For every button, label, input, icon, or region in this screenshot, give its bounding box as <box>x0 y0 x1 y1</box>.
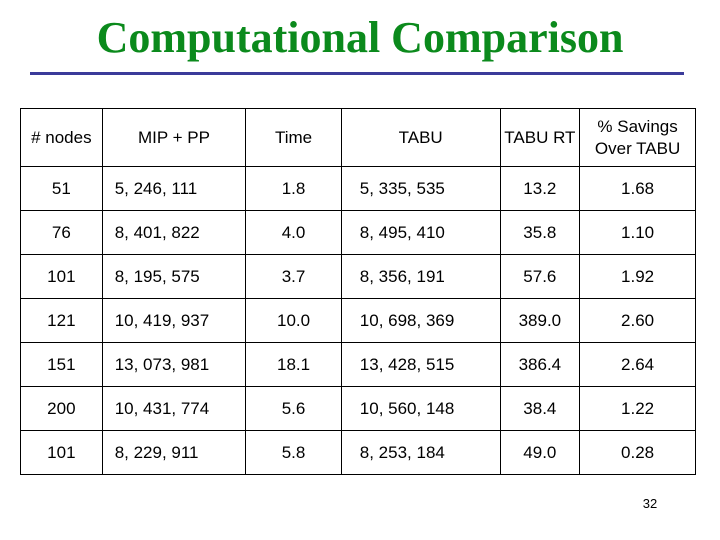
cell-mip-pp: 5, 246, 111 <box>101 166 247 211</box>
cell-tabu-rt: 386.4 <box>499 342 581 387</box>
cell-tabu: 8, 356, 191 <box>340 254 501 299</box>
cell-time: 10.0 <box>245 298 342 343</box>
table-row: 76 8, 401, 822 4.0 8, 495, 410 35.8 1.10 <box>20 210 696 255</box>
cell-tabu-rt: 13.2 <box>499 166 581 211</box>
cell-tabu-rt: 38.4 <box>499 386 581 431</box>
cell-tabu: 8, 253, 184 <box>340 430 501 475</box>
cell-savings: 2.60 <box>579 298 696 343</box>
cell-nodes: 121 <box>20 298 103 343</box>
page-number: 32 <box>642 496 658 511</box>
cell-savings: 2.64 <box>579 342 696 387</box>
cell-savings: 1.22 <box>579 386 696 431</box>
table-header-row: # nodes MIP + PP Time TABU TABU RT % Sav… <box>20 108 696 167</box>
cell-savings: 0.28 <box>579 430 696 475</box>
cell-tabu-rt: 389.0 <box>499 298 581 343</box>
cell-time: 18.1 <box>245 342 342 387</box>
table-row: 51 5, 246, 111 1.8 5, 335, 535 13.2 1.68 <box>20 166 696 211</box>
cell-time: 3.7 <box>245 254 342 299</box>
table-row: 121 10, 419, 937 10.0 10, 698, 369 389.0 2.60 <box>20 298 696 343</box>
cell-savings: 1.68 <box>579 166 696 211</box>
cell-mip-pp: 8, 229, 911 <box>101 430 247 475</box>
comparison-table: # nodes MIP + PP Time TABU TABU RT % Sav… <box>20 108 696 475</box>
cell-tabu: 8, 495, 410 <box>340 210 501 255</box>
cell-mip-pp: 10, 431, 774 <box>101 386 247 431</box>
cell-nodes: 101 <box>20 254 103 299</box>
cell-nodes: 101 <box>20 430 103 475</box>
header-savings-line1: % Savings <box>597 116 678 136</box>
cell-time: 4.0 <box>245 210 342 255</box>
cell-mip-pp: 10, 419, 937 <box>101 298 247 343</box>
header-mip-pp: MIP + PP <box>101 108 247 167</box>
cell-time: 1.8 <box>245 166 342 211</box>
cell-nodes: 51 <box>20 166 103 211</box>
table-row: 101 8, 229, 911 5.8 8, 253, 184 49.0 0.28 <box>20 430 696 475</box>
title-divider <box>30 72 684 75</box>
cell-tabu: 13, 428, 515 <box>340 342 501 387</box>
cell-nodes: 76 <box>20 210 103 255</box>
cell-savings: 1.10 <box>579 210 696 255</box>
cell-tabu-rt: 57.6 <box>499 254 581 299</box>
cell-nodes: 151 <box>20 342 103 387</box>
header-nodes: # nodes <box>20 108 103 167</box>
cell-tabu-rt: 49.0 <box>499 430 581 475</box>
slide-title: Computational Comparison <box>96 13 624 62</box>
cell-tabu: 10, 698, 369 <box>340 298 501 343</box>
header-tabu: TABU <box>340 108 501 167</box>
header-tabu-rt: TABU RT <box>499 108 581 167</box>
cell-savings: 1.92 <box>579 254 696 299</box>
cell-nodes: 200 <box>20 386 103 431</box>
cell-tabu-rt: 35.8 <box>499 210 581 255</box>
cell-mip-pp: 8, 195, 575 <box>101 254 247 299</box>
header-time: Time <box>245 108 342 167</box>
cell-tabu: 5, 335, 535 <box>340 166 501 211</box>
header-savings: % Savings Over TABU <box>579 108 696 167</box>
cell-tabu: 10, 560, 148 <box>340 386 501 431</box>
table-row: 101 8, 195, 575 3.7 8, 356, 191 57.6 1.92 <box>20 254 696 299</box>
cell-time: 5.8 <box>245 430 342 475</box>
table-row: 200 10, 431, 774 5.6 10, 560, 148 38.4 1.22 <box>20 386 696 431</box>
header-savings-line2: Over TABU <box>594 138 681 158</box>
cell-mip-pp: 13, 073, 981 <box>101 342 247 387</box>
cell-time: 5.6 <box>245 386 342 431</box>
table-row: 151 13, 073, 981 18.1 13, 428, 515 386.4 2.64 <box>20 342 696 387</box>
cell-mip-pp: 8, 401, 822 <box>101 210 247 255</box>
